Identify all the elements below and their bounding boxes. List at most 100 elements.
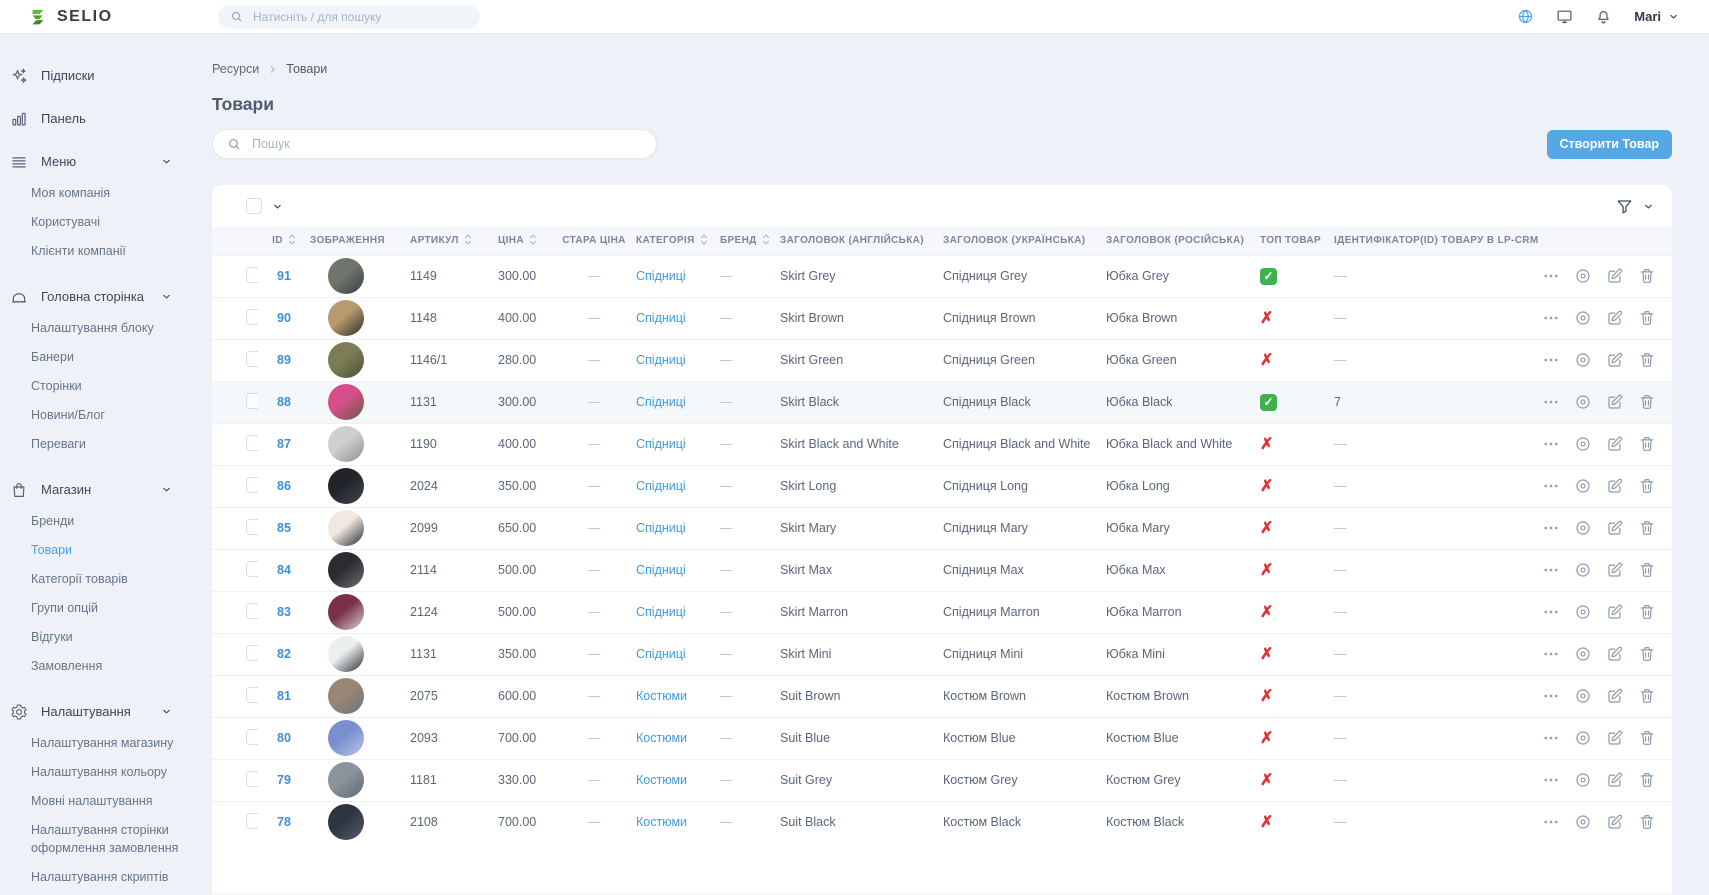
row-checkbox[interactable] bbox=[246, 266, 258, 283]
view-icon[interactable] bbox=[1574, 813, 1592, 831]
products-search[interactable] bbox=[212, 129, 657, 159]
sidebar-section-menu[interactable]: Меню bbox=[0, 140, 200, 183]
edit-icon[interactable] bbox=[1606, 561, 1624, 579]
breadcrumb-resources[interactable]: Ресурси bbox=[212, 62, 260, 76]
delete-icon[interactable] bbox=[1638, 267, 1656, 285]
sidebar-item[interactable]: Переваги bbox=[31, 436, 86, 451]
view-icon[interactable] bbox=[1574, 435, 1592, 453]
product-id-link[interactable]: 87 bbox=[277, 437, 291, 451]
more-actions-icon[interactable] bbox=[1542, 729, 1560, 747]
row-checkbox[interactable] bbox=[246, 518, 258, 535]
delete-icon[interactable] bbox=[1638, 645, 1656, 663]
row-checkbox[interactable] bbox=[246, 434, 258, 451]
view-icon[interactable] bbox=[1574, 603, 1592, 621]
product-image[interactable] bbox=[328, 384, 364, 420]
delete-icon[interactable] bbox=[1638, 309, 1656, 327]
sidebar-item[interactable]: Групи опцій bbox=[31, 600, 98, 615]
view-icon[interactable] bbox=[1574, 561, 1592, 579]
delete-icon[interactable] bbox=[1638, 729, 1656, 747]
more-actions-icon[interactable] bbox=[1542, 645, 1560, 663]
sidebar-section-shopping-bag[interactable]: Магазин bbox=[0, 468, 200, 511]
sidebar-item[interactable]: Користувачі bbox=[31, 214, 101, 229]
category-link[interactable]: Спідниці bbox=[636, 353, 686, 367]
chevron-down-icon[interactable] bbox=[272, 201, 283, 212]
product-id-link[interactable]: 83 bbox=[277, 605, 291, 619]
more-actions-icon[interactable] bbox=[1542, 519, 1560, 537]
sort-icon[interactable] bbox=[464, 232, 472, 250]
view-icon[interactable] bbox=[1574, 729, 1592, 747]
row-checkbox[interactable] bbox=[246, 392, 258, 409]
sidebar-item[interactable]: Мовні налаштування bbox=[31, 793, 153, 808]
edit-icon[interactable] bbox=[1606, 645, 1624, 663]
category-link[interactable]: Спідниці bbox=[636, 563, 686, 577]
sort-icon[interactable] bbox=[762, 232, 770, 250]
product-image[interactable] bbox=[328, 552, 364, 588]
user-menu[interactable]: Mari bbox=[1634, 9, 1679, 24]
product-id-link[interactable]: 78 bbox=[277, 815, 291, 830]
product-image[interactable] bbox=[328, 258, 364, 294]
view-icon[interactable] bbox=[1574, 519, 1592, 537]
edit-icon[interactable] bbox=[1606, 435, 1624, 453]
sidebar-item[interactable]: Бренди bbox=[31, 513, 75, 528]
sidebar-item[interactable]: Товари bbox=[31, 542, 72, 557]
more-actions-icon[interactable] bbox=[1542, 771, 1560, 789]
sidebar-item[interactable]: Відгуки bbox=[31, 629, 73, 644]
brand-logo[interactable]: SELIO bbox=[0, 7, 200, 27]
edit-icon[interactable] bbox=[1606, 393, 1624, 411]
delete-icon[interactable] bbox=[1638, 771, 1656, 789]
edit-icon[interactable] bbox=[1606, 687, 1624, 705]
sidebar-item[interactable]: Категорії товарів bbox=[31, 571, 128, 586]
sidebar-item[interactable]: Налаштування магазину bbox=[31, 735, 174, 750]
delete-icon[interactable] bbox=[1638, 813, 1656, 831]
edit-icon[interactable] bbox=[1606, 351, 1624, 369]
row-checkbox[interactable] bbox=[246, 686, 258, 703]
view-icon[interactable] bbox=[1574, 309, 1592, 327]
row-checkbox[interactable] bbox=[246, 728, 258, 745]
products-search-input[interactable] bbox=[250, 136, 642, 152]
view-icon[interactable] bbox=[1574, 771, 1592, 789]
category-link[interactable]: Спідниці bbox=[636, 269, 686, 283]
edit-icon[interactable] bbox=[1606, 729, 1624, 747]
product-id-link[interactable]: 86 bbox=[277, 479, 291, 493]
view-icon[interactable] bbox=[1574, 351, 1592, 369]
sidebar-item[interactable]: Замовлення bbox=[31, 658, 103, 673]
product-id-link[interactable]: 85 bbox=[277, 521, 291, 535]
view-icon[interactable] bbox=[1574, 477, 1592, 495]
product-image[interactable] bbox=[328, 762, 364, 798]
sidebar-item[interactable]: Клієнти компанії bbox=[31, 243, 126, 258]
more-actions-icon[interactable] bbox=[1542, 477, 1560, 495]
more-actions-icon[interactable] bbox=[1542, 813, 1560, 831]
edit-icon[interactable] bbox=[1606, 477, 1624, 495]
view-icon[interactable] bbox=[1574, 687, 1592, 705]
product-id-link[interactable]: 80 bbox=[277, 731, 291, 745]
sidebar-item[interactable]: Новини/Блог bbox=[31, 407, 105, 422]
category-link[interactable]: Спідниці bbox=[636, 437, 686, 451]
notifications-bell-icon[interactable] bbox=[1595, 8, 1612, 25]
row-checkbox[interactable] bbox=[246, 770, 258, 787]
more-actions-icon[interactable] bbox=[1542, 351, 1560, 369]
product-image[interactable] bbox=[328, 510, 364, 546]
row-checkbox[interactable] bbox=[246, 308, 258, 325]
sidebar-section-bar-chart[interactable]: Панель bbox=[0, 97, 200, 140]
sidebar-item[interactable]: Налаштування сторінки оформлення замовле… bbox=[31, 822, 179, 855]
sidebar-item[interactable]: Налаштування блоку bbox=[31, 320, 154, 335]
delete-icon[interactable] bbox=[1638, 561, 1656, 579]
row-checkbox[interactable] bbox=[246, 602, 258, 619]
category-link[interactable]: Спідниці bbox=[636, 479, 686, 493]
sidebar-section-gear[interactable]: Налаштування bbox=[0, 690, 200, 733]
more-actions-icon[interactable] bbox=[1542, 393, 1560, 411]
product-id-link[interactable]: 91 bbox=[277, 269, 291, 283]
product-image[interactable] bbox=[328, 426, 364, 462]
product-image[interactable] bbox=[328, 594, 364, 630]
product-image[interactable] bbox=[328, 468, 364, 504]
global-search-input[interactable] bbox=[251, 8, 468, 25]
more-actions-icon[interactable] bbox=[1542, 687, 1560, 705]
monitor-icon[interactable] bbox=[1556, 8, 1573, 25]
global-search[interactable] bbox=[218, 4, 480, 29]
product-image[interactable] bbox=[328, 342, 364, 378]
row-checkbox[interactable] bbox=[246, 560, 258, 577]
sidebar-item[interactable]: Сторінки bbox=[31, 378, 82, 393]
edit-icon[interactable] bbox=[1606, 603, 1624, 621]
delete-icon[interactable] bbox=[1638, 393, 1656, 411]
category-link[interactable]: Спідниці bbox=[636, 605, 686, 619]
